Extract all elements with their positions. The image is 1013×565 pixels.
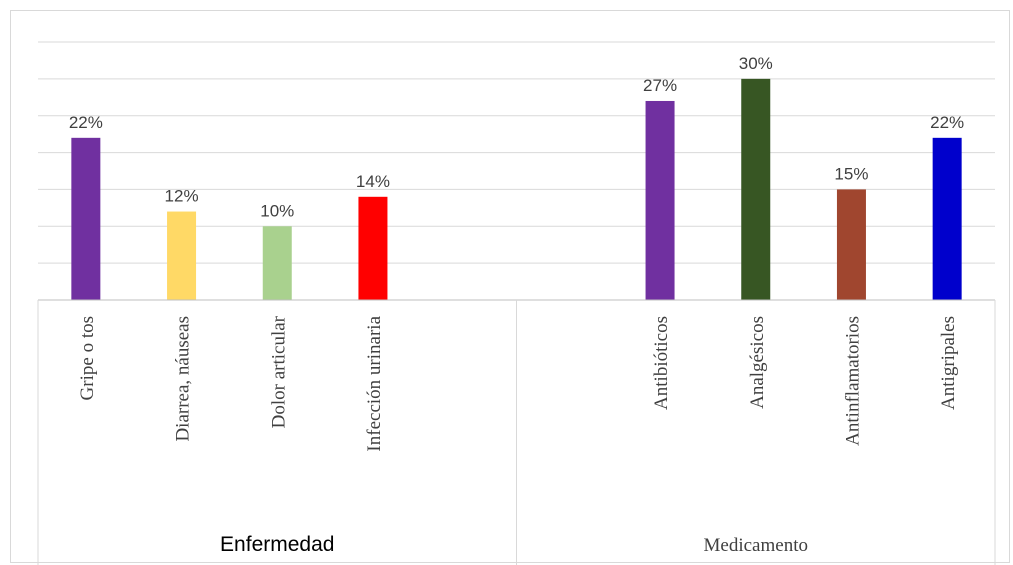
bar [358,196,388,300]
data-label: 12% [165,187,199,206]
group-label: Enfermedad [220,533,334,556]
bar [932,137,962,300]
category-label: Antibióticos [651,316,672,410]
data-label: 27% [643,76,677,95]
gridlines [38,41,995,264]
data-label: 22% [69,113,103,132]
category-label: Dolor articular [268,315,289,428]
bar [262,226,292,300]
value-labels: 22% 12% 10% 14% 27% 30% 15% 22% [69,54,964,220]
category-label: Antigripales [938,316,959,410]
data-label: 22% [930,113,964,132]
category-label: Diarrea, náuseas [173,316,194,442]
data-label: 10% [260,201,294,220]
data-label: 14% [356,172,390,191]
category-label: Analgésicos [747,316,768,409]
bar [741,78,771,300]
category-label: Infección urinaria [364,315,385,451]
bars [71,78,962,300]
data-label: 30% [739,54,773,73]
bar [71,137,101,300]
category-label: Gripe o tos [77,316,98,400]
bar [645,100,675,300]
bar [836,189,866,300]
group-label: Medicamento [704,535,808,556]
bar [167,211,197,300]
category-label: Antinflamatorios [842,316,863,446]
category-axis: Gripe o tos Diarrea, náuseas Dolor articul… [37,299,996,565]
data-label: 15% [834,164,868,183]
